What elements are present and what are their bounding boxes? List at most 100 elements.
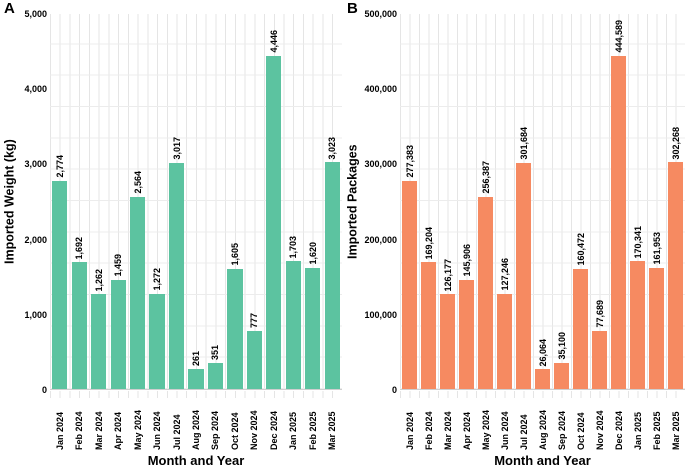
panel-a-y-tick-labels: 0 1,000 2,000 3,000 4,000 5,000 xyxy=(16,9,47,395)
bar-apr-2024 xyxy=(459,279,474,389)
x-tick-slot: Jul 2024 xyxy=(167,400,186,450)
bar-slot: 35,100 xyxy=(552,14,571,389)
x-tick-slot: Mar 2024 xyxy=(438,400,457,450)
bar-aug-2024 xyxy=(535,369,550,389)
x-tick-label: Feb 2025 xyxy=(307,411,318,450)
panel-b-x-tick-marks xyxy=(400,391,685,398)
y-tick-label: 0 xyxy=(41,385,47,395)
x-tick-label: Jan 2024 xyxy=(404,411,415,450)
panel-a-plot-area: 2,774 1,692 1,262 1,459 2,564 1,272 3,017 261 35… xyxy=(50,14,342,390)
bar-value-label: 1,262 xyxy=(93,268,104,292)
bar-value-label: 1,620 xyxy=(307,241,318,265)
bar-slot: 1,703 xyxy=(284,14,303,389)
bar-jun-2024 xyxy=(149,293,165,389)
x-tick-slot: Sep 2024 xyxy=(206,400,225,450)
panel-b-letter: B xyxy=(347,0,358,17)
bar-value-label: 3,023 xyxy=(327,136,338,160)
x-tick-slot: Mar 2025 xyxy=(323,400,342,450)
x-tick-label: Aug 2024 xyxy=(191,409,202,450)
bar-jan-2025 xyxy=(630,261,645,389)
panel-a-x-tick-marks xyxy=(50,391,342,398)
bar-slot: 77,689 xyxy=(590,14,609,389)
bar-slot: 256,387 xyxy=(476,14,495,389)
x-tick-slot: Dec 2024 xyxy=(609,400,628,450)
y-tick-label: 200,000 xyxy=(364,234,397,245)
x-tick-slot: Feb 2024 xyxy=(419,400,438,450)
y-tick-label: 400,000 xyxy=(364,84,397,95)
x-tick-label: Mar 2024 xyxy=(93,411,104,450)
bar-value-label: 145,906 xyxy=(461,244,472,277)
x-tick-label: Feb 2024 xyxy=(74,411,85,450)
panel-b-plot-area: 277,383 169,204 126,177 145,906 256,387 127,2… xyxy=(400,14,685,390)
bar-value-label: 161,953 xyxy=(651,232,662,265)
x-tick-slot: Jun 2024 xyxy=(495,400,514,450)
bar-value-label: 256,387 xyxy=(480,161,491,194)
bar-value-label: 26,064 xyxy=(537,338,548,367)
bar-slot: 160,472 xyxy=(571,14,590,389)
bar-jul-2024 xyxy=(516,162,531,389)
bar-slot: 1,692 xyxy=(69,14,88,389)
bar-slot: 2,564 xyxy=(128,14,147,389)
bar-slot: 277,383 xyxy=(400,14,419,389)
x-tick-slot: May 2024 xyxy=(476,400,495,450)
bar-slot: 777 xyxy=(245,14,264,389)
bar-oct-2024 xyxy=(227,268,243,389)
x-tick-label: Feb 2024 xyxy=(423,411,434,450)
bar-mar-2024 xyxy=(440,294,455,389)
bar-sep-2024 xyxy=(207,362,224,389)
bar-value-label: 1,703 xyxy=(288,235,299,259)
y-tick-label: 100,000 xyxy=(364,309,397,320)
x-tick-label: Sep 2024 xyxy=(556,410,567,450)
y-tick-label: 0 xyxy=(391,385,397,395)
bar-value-label: 351 xyxy=(210,344,221,360)
x-tick-slot: Nov 2024 xyxy=(590,400,609,450)
x-tick-label: Dec 2024 xyxy=(613,410,624,450)
bar-value-label: 261 xyxy=(191,351,202,367)
x-tick-slot: Aug 2024 xyxy=(533,400,552,450)
panel-b-x-tick-labels: Jan 2024 Feb 2024 Mar 2024 Apr 2024 May 2024… xyxy=(400,400,685,450)
bar-feb-2024 xyxy=(421,262,436,389)
bar-jan-2024 xyxy=(402,180,417,389)
bar-dec-2024 xyxy=(266,55,282,389)
x-tick-slot: Mar 2024 xyxy=(89,400,108,450)
bar-slot: 261 xyxy=(186,14,205,389)
x-tick-label: Mar 2025 xyxy=(670,411,681,450)
y-tick-label: 3,000 xyxy=(24,159,47,170)
bar-slot: 1,272 xyxy=(147,14,166,389)
bar-value-label: 126,177 xyxy=(442,258,453,292)
bar-value-label: 169,204 xyxy=(423,226,434,260)
x-tick-label: Feb 2025 xyxy=(651,411,662,450)
panel-a: A Imported Weight (kg) 0 1,000 2,000 3,000 4… xyxy=(3,0,342,468)
bar-value-label: 1,272 xyxy=(152,268,163,291)
bar-slot: 145,906 xyxy=(457,14,476,389)
bar-value-label: 2,774 xyxy=(54,155,65,178)
bar-may-2024 xyxy=(130,196,146,389)
bar-apr-2024 xyxy=(110,279,126,389)
x-tick-label: Dec 2024 xyxy=(268,410,279,450)
x-tick-slot: Sep 2024 xyxy=(552,400,571,450)
x-tick-label: Jan 2025 xyxy=(632,411,643,450)
bar-value-label: 777 xyxy=(249,312,260,328)
bar-jan-2025 xyxy=(285,261,301,389)
bar-slot: 161,953 xyxy=(647,14,666,389)
bar-jun-2024 xyxy=(497,293,512,389)
bar-value-label: 4,446 xyxy=(268,30,279,53)
x-tick-label: Apr 2024 xyxy=(461,411,472,450)
bar-value-label: 301,684 xyxy=(518,127,529,160)
bar-feb-2025 xyxy=(649,267,664,389)
panel-b: B Imported Packages 0 100,000 200,000 300,0… xyxy=(343,0,685,474)
bar-jul-2024 xyxy=(168,162,185,389)
x-tick-label: Jul 2024 xyxy=(518,414,529,450)
x-tick-label: Aug 2024 xyxy=(537,409,548,450)
x-tick-slot: Jun 2024 xyxy=(147,400,166,450)
panel-b-x-axis-title: Month and Year xyxy=(494,453,591,468)
panel-a-x-axis-title: Month and Year xyxy=(147,453,245,468)
bar-slot: 3,017 xyxy=(167,14,186,389)
bar-slot: 301,684 xyxy=(514,14,533,389)
x-tick-slot: May 2024 xyxy=(128,400,147,450)
bar-value-label: 1,605 xyxy=(229,243,240,266)
bar-slot: 1,605 xyxy=(225,14,244,389)
x-tick-slot: Nov 2024 xyxy=(245,400,264,450)
bar-oct-2024 xyxy=(573,268,588,389)
bar-slot: 1,459 xyxy=(108,14,127,389)
